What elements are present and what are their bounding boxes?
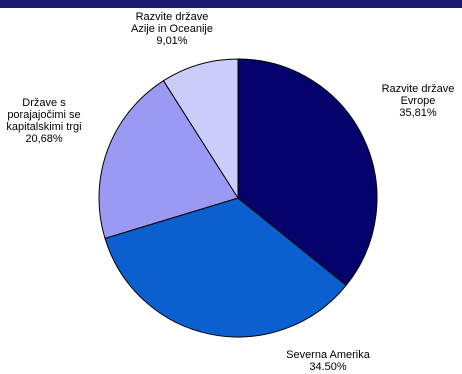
pie-slice-2 [98,79,239,239]
slice-value-label: 35,81% [399,107,437,119]
slice-category-label: Azije in Oceanije [131,23,213,35]
title-bar [0,0,462,8]
slice-value-label: 9,01% [156,35,187,47]
slice-category-label: kapitalskimi trgi [6,121,81,133]
slice-category-label: Razvite države [382,83,455,95]
slice-category-label: Evrope [401,95,436,107]
slice-label-0: Razvite države Evrope 35,81% [382,83,455,119]
pie-slice-1 [104,197,347,338]
slice-category-label: Države s [22,97,66,109]
slice-category-label: porajajočimi se [7,109,80,121]
slice-label-2: Države s porajajočimi se kapitalskimi trgi… [6,97,81,145]
pie-slice-3 [162,58,239,200]
slice-label-1: Severna Amerika 34.50% [286,349,371,373]
slice-category-label: Severna Amerika [286,349,371,361]
pie-slice-0 [237,58,378,287]
slice-label-3: Razvite države Azije in Oceanije 9,01% [131,11,213,47]
slice-value-label: 34.50% [309,361,347,373]
slice-category-label: Razvite države [136,11,209,23]
pie-labels: Razvite države Evrope 35,81%Severna Amerik… [6,11,454,373]
pie-slices [98,58,378,338]
slice-value-label: 20,68% [25,133,63,145]
